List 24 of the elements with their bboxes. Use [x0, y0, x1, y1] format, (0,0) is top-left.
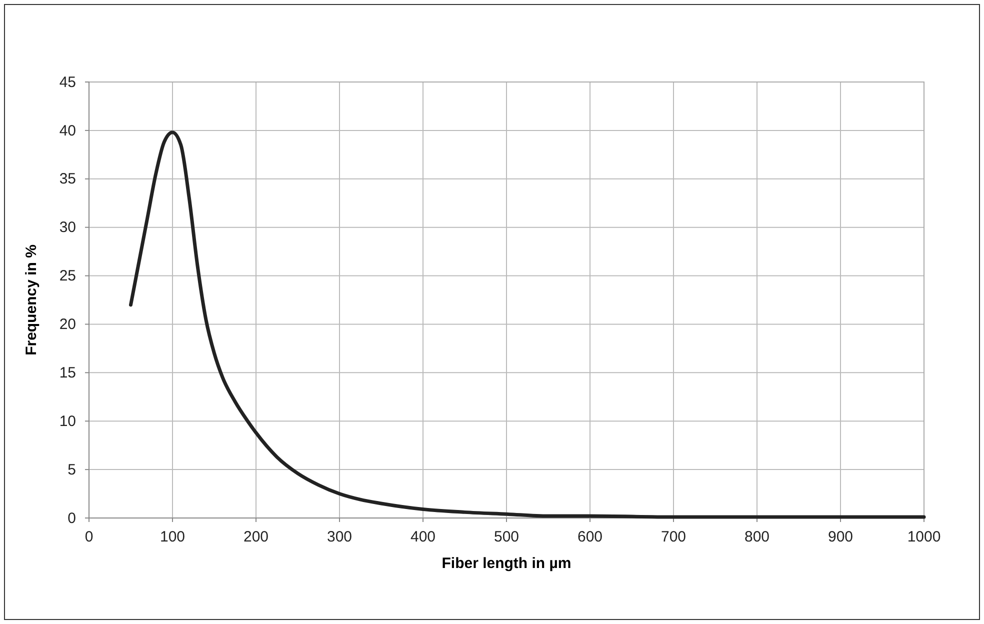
y-tick-label: 35	[59, 170, 76, 188]
y-tick-label: 45	[59, 74, 76, 91]
y-tick-label: 20	[59, 316, 76, 334]
x-tick-label: 500	[494, 528, 520, 546]
line-series	[129, 130, 926, 519]
x-tick-label: 700	[660, 528, 686, 546]
y-tick-label: 25	[59, 268, 76, 285]
x-tick-label: 0	[84, 528, 94, 546]
y-tick-label: 15	[59, 364, 76, 382]
x-axis-title: Fiber length in µm	[442, 555, 572, 572]
y-tick-label: 0	[68, 510, 76, 527]
y-axis-title: Frequency in %	[23, 244, 40, 356]
x-tick-label: 200	[243, 528, 269, 546]
x-tick-label: 800	[744, 528, 770, 546]
y-tick-label: 5	[68, 461, 76, 478]
x-tick-label: 1000	[907, 528, 941, 546]
x-tick-label: 900	[828, 528, 854, 546]
x-tick-label: 400	[410, 528, 436, 546]
y-tick-label: 40	[59, 122, 76, 140]
y-tick-label: 10	[59, 412, 76, 430]
y-tick-label: 30	[59, 219, 76, 236]
x-tick-label: 600	[577, 528, 603, 546]
x-tick-label: 300	[326, 528, 352, 546]
x-tick-label: 100	[160, 528, 186, 546]
